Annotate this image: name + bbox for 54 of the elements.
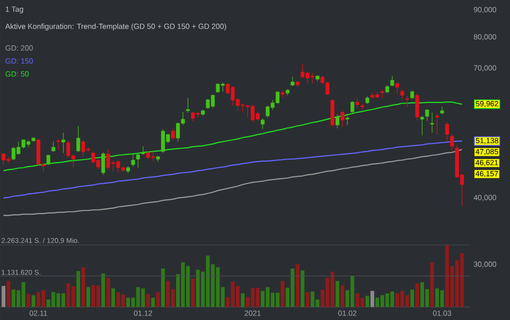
candlestick — [415, 92, 420, 120]
candlestick — [395, 82, 400, 94]
candlestick — [350, 100, 354, 114]
bar — [101, 274, 106, 307]
bar — [111, 288, 115, 307]
candlestick — [56, 138, 60, 150]
bar — [340, 285, 344, 307]
candlestick — [290, 76, 294, 86]
bar — [240, 293, 245, 307]
bar — [430, 262, 434, 307]
candlestick — [51, 141, 56, 152]
candlestick — [340, 110, 344, 128]
bar — [2, 286, 6, 307]
candlestick — [141, 146, 145, 156]
bar — [306, 292, 310, 307]
candlestick — [425, 108, 430, 122]
bar — [106, 278, 110, 307]
bar — [365, 296, 370, 307]
bar — [336, 280, 340, 307]
bar — [280, 280, 284, 307]
bar — [146, 294, 150, 307]
candlestick — [400, 89, 404, 100]
candlestick — [405, 96, 410, 108]
candlestick — [336, 114, 340, 129]
candlestick — [420, 116, 424, 136]
bar — [161, 268, 165, 307]
bar — [156, 292, 160, 307]
candlestick — [260, 118, 265, 130]
candlestick — [101, 152, 106, 176]
bar — [76, 271, 80, 307]
bar — [6, 280, 10, 307]
candlestick — [445, 121, 449, 142]
bar — [370, 290, 374, 307]
candlestick — [430, 112, 434, 134]
candlestick — [171, 128, 175, 140]
candlestick — [131, 154, 135, 167]
candlestick — [61, 132, 66, 154]
bar — [415, 283, 420, 307]
bar — [32, 295, 36, 307]
bar — [86, 287, 90, 307]
bar — [296, 264, 300, 307]
candlestick — [450, 134, 454, 152]
bar — [81, 267, 86, 307]
candlestick — [346, 116, 350, 126]
bar — [191, 278, 195, 307]
candlestick — [76, 126, 80, 152]
candlestick — [186, 98, 190, 113]
candlestick — [435, 113, 440, 135]
bar — [26, 294, 30, 307]
candlestick — [136, 152, 140, 168]
bar — [151, 298, 155, 307]
candlestick — [355, 98, 360, 108]
bar — [410, 290, 414, 307]
bar — [300, 270, 304, 307]
